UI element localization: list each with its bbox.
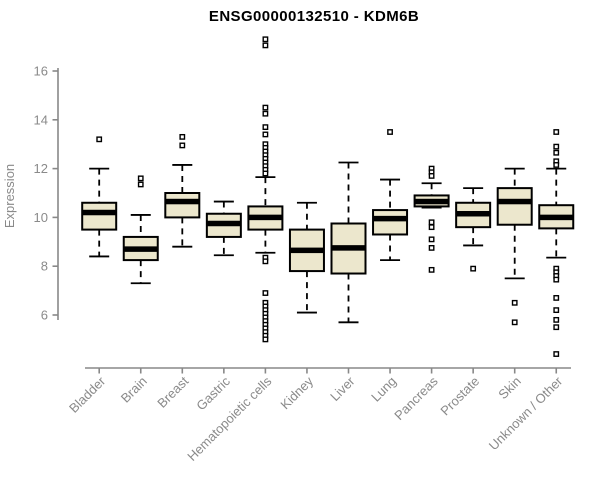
- outlier-point: [428, 224, 435, 231]
- outlier-point: [428, 266, 435, 273]
- median-line: [82, 209, 117, 216]
- outlier-point: [553, 295, 560, 301]
- outlier-point: [96, 136, 103, 143]
- outlier-point: [553, 162, 560, 168]
- outlier-point: [137, 175, 144, 182]
- outlier-point: [511, 319, 518, 326]
- iqr-box: [372, 209, 409, 236]
- outlier-point: [262, 131, 269, 138]
- outlier-point: [553, 351, 560, 357]
- outlier-point: [428, 173, 435, 179]
- outlier-point: [262, 258, 269, 265]
- outlier-point: [137, 181, 144, 188]
- box-gastric: [205, 200, 242, 257]
- box-lung: [372, 129, 409, 262]
- outlier-point: [470, 265, 477, 272]
- outlier-point: [511, 299, 518, 306]
- x-tick-label-pancreas: Pancreas: [391, 373, 441, 423]
- median-line: [123, 246, 158, 252]
- box-skin: [496, 167, 533, 326]
- outlier-point: [553, 307, 560, 314]
- box-kidney: [288, 201, 325, 314]
- median-line: [248, 214, 283, 221]
- y-tick-label-10: 10: [34, 210, 48, 225]
- outlier-point: [428, 219, 435, 226]
- outlier-point: [179, 133, 186, 140]
- box-pancreas: [413, 165, 450, 273]
- outlier-point: [262, 336, 269, 343]
- outlier-point: [262, 110, 269, 117]
- y-tick-label-16: 16: [34, 64, 48, 79]
- outlier-point: [387, 129, 393, 135]
- median-line: [165, 198, 200, 205]
- median-line: [289, 247, 324, 254]
- iqr-box: [496, 187, 533, 226]
- iqr-box: [81, 201, 118, 231]
- outlier-point: [553, 143, 560, 150]
- box-liver: [330, 161, 367, 324]
- outlier-point: [553, 276, 560, 283]
- outlier-point: [262, 124, 269, 131]
- x-tick-label-liver: Liver: [327, 373, 358, 404]
- outlier-point: [553, 149, 560, 156]
- median-line: [539, 214, 574, 221]
- box-brain: [122, 175, 159, 285]
- median-line: [456, 210, 491, 217]
- outlier-point: [553, 129, 560, 135]
- box-breast: [164, 133, 201, 248]
- outlier-point: [553, 324, 560, 331]
- outlier-point: [262, 36, 269, 43]
- median-line: [414, 198, 449, 205]
- chart-title: ENSG00000132510 - KDM6B: [209, 8, 419, 25]
- outlier-point: [428, 236, 435, 243]
- y-tick-label-12: 12: [34, 161, 48, 176]
- x-tick-label-gastric: Gastric: [193, 373, 233, 413]
- outlier-point: [428, 244, 435, 251]
- outlier-point: [262, 170, 269, 177]
- median-line: [497, 198, 532, 205]
- outlier-point: [553, 316, 560, 323]
- x-tick-label-lung: Lung: [368, 374, 399, 405]
- y-axis-label: Expression: [2, 164, 17, 228]
- box-hematopoietic-cells: [247, 36, 284, 343]
- x-tick-label-unknown-other: Unknown / Other: [486, 373, 566, 453]
- plot-area: [81, 36, 575, 357]
- box-prostate: [455, 187, 492, 272]
- outlier-point: [179, 142, 186, 149]
- box-bladder: [81, 136, 118, 258]
- y-axis: 6 8 10 12 14 16: [34, 64, 59, 323]
- median-line: [373, 215, 408, 222]
- outlier-point: [262, 42, 269, 49]
- box-unknown-other: [538, 129, 575, 357]
- outlier-point: [262, 290, 269, 296]
- x-tick-label-skin: Skin: [495, 374, 523, 402]
- median-line: [206, 220, 241, 227]
- x-tick-label-kidney: Kidney: [277, 373, 316, 412]
- y-tick-label-6: 6: [41, 308, 48, 323]
- y-tick-label-14: 14: [34, 112, 48, 127]
- x-tick-label-prostate: Prostate: [437, 374, 482, 419]
- x-tick-label-bladder: Bladder: [66, 373, 109, 416]
- x-tick-label-breast: Breast: [154, 373, 191, 410]
- median-line: [331, 245, 366, 251]
- iqr-box: [164, 192, 201, 219]
- x-tick-label-brain: Brain: [118, 374, 150, 406]
- y-tick-label-8: 8: [41, 259, 48, 274]
- outlier-point: [262, 104, 269, 111]
